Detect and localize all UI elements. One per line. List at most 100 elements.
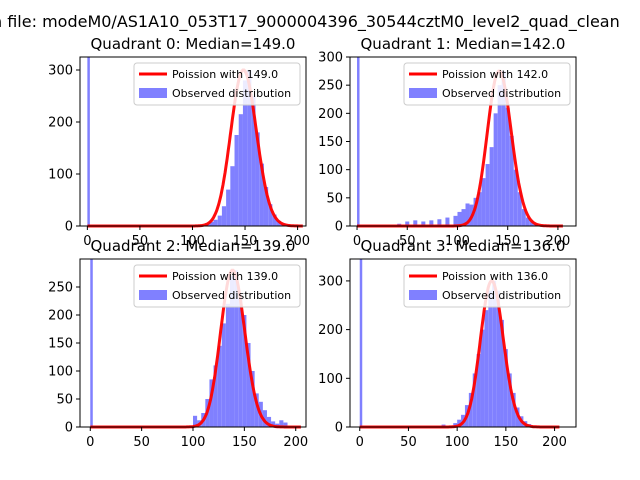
histogram-bar xyxy=(87,57,90,226)
legend-bar-swatch xyxy=(409,290,437,300)
histogram-bar xyxy=(276,220,281,226)
histogram-bar xyxy=(246,343,251,427)
x-tick-label: 50 xyxy=(132,234,149,249)
histogram-bar xyxy=(472,373,477,427)
histogram-bar xyxy=(484,310,489,427)
x-tick-label: 0 xyxy=(83,234,91,249)
x-tick-label: 200 xyxy=(283,435,308,450)
histogram-bar xyxy=(251,96,256,226)
histogram-bar xyxy=(429,220,434,226)
histogram-bar xyxy=(263,187,269,226)
histogram-bar xyxy=(272,214,277,226)
y-tick-label: 100 xyxy=(318,163,343,178)
histogram-bar xyxy=(230,166,235,226)
x-tick-label: 0 xyxy=(356,435,364,450)
histogram-bar xyxy=(445,217,450,226)
histogram-bar xyxy=(226,189,231,226)
legend-box xyxy=(403,62,571,106)
histogram-bar xyxy=(413,220,418,226)
histogram-bar xyxy=(209,379,214,427)
y-tick-label: 300 xyxy=(48,64,73,79)
histogram-bar xyxy=(465,203,470,226)
histogram-bar xyxy=(262,410,267,427)
histogram-bar xyxy=(500,319,504,427)
histogram-bar xyxy=(217,345,222,427)
legend: Poission with 149.0 Observed distribution xyxy=(133,62,301,106)
histogram-bar xyxy=(238,298,243,427)
legend-bar-swatch xyxy=(409,88,437,98)
axes-frame xyxy=(349,258,577,428)
legend-box xyxy=(403,264,571,308)
x-tick-label: 200 xyxy=(542,435,567,450)
histogram-bar xyxy=(525,217,530,226)
x-tick-label: 50 xyxy=(133,435,150,450)
histogram-bar xyxy=(521,209,526,226)
x-tick-label: 100 xyxy=(445,234,470,249)
histogram-bar xyxy=(485,164,490,226)
histogram-bar xyxy=(507,373,512,427)
histogram-bar xyxy=(238,114,243,226)
histogram-bar xyxy=(242,315,247,427)
quadrant-title: Quadrant 1: Median=142.0 xyxy=(361,35,566,53)
histogram-bar xyxy=(247,70,252,226)
x-tick-label: 100 xyxy=(445,435,470,450)
histogram-bar xyxy=(511,392,516,427)
histogram-bar xyxy=(493,113,498,226)
y-tick-label: 300 xyxy=(318,51,343,66)
y-tick-label: 100 xyxy=(48,168,73,183)
histogram-bar xyxy=(468,392,473,427)
quadrant-title: Quadrant 3: Median=136.0 xyxy=(361,237,566,255)
quadrant-2-panel: 0 50 100 150 200 0 50 100 150 200 250 Quadrant 2: M… xyxy=(48,237,308,450)
y-tick-label: 100 xyxy=(318,372,343,387)
y-tick-label: 50 xyxy=(326,191,343,206)
y-tick-label: 200 xyxy=(318,107,343,122)
histogram-bar xyxy=(457,419,462,427)
histogram-bar xyxy=(517,192,522,226)
histogram-bar xyxy=(461,209,466,226)
quadrant-title: Quadrant 2: Median=139.0 xyxy=(91,237,296,255)
histogram-bar xyxy=(359,259,363,427)
y-tick-label: 250 xyxy=(48,281,73,296)
histogram-bar xyxy=(90,259,93,427)
legend-box xyxy=(133,62,301,106)
histogram-bar xyxy=(259,163,264,226)
legend: Poission with 142.0 Observed distribution xyxy=(403,62,571,106)
x-tick-label: 0 xyxy=(86,435,94,450)
histogram-bar xyxy=(497,85,502,227)
y-tick-label: 200 xyxy=(48,116,73,131)
histogram-bar xyxy=(496,290,501,427)
legend-label: Poission with 149.0 xyxy=(172,68,278,81)
histogram-bar xyxy=(221,323,226,427)
x-tick-label: 150 xyxy=(232,435,257,450)
legend-bar-swatch xyxy=(139,290,167,300)
histogram-bar xyxy=(357,57,360,226)
quadrant-title: Quadrant 0: Median=149.0 xyxy=(91,35,296,53)
histogram-bar xyxy=(529,221,534,226)
y-tick-label: 250 xyxy=(318,79,343,94)
histogram-bar xyxy=(268,204,273,226)
histogram-bar xyxy=(266,416,272,427)
y-tick-label: 0 xyxy=(65,421,73,436)
histogram-bar xyxy=(437,219,442,226)
legend-label: Poission with 136.0 xyxy=(442,270,548,283)
histogram-bar xyxy=(453,215,458,226)
x-tick-label: 150 xyxy=(233,234,258,249)
histogram-bar xyxy=(221,206,227,226)
histogram-bar xyxy=(473,197,478,226)
x-tick-label: 150 xyxy=(493,435,518,450)
y-tick-label: 300 xyxy=(318,274,343,289)
legend: Poission with 139.0 Observed distribution xyxy=(133,264,301,308)
histogram-bar xyxy=(234,135,239,226)
histogram-bar xyxy=(513,169,518,226)
quadrant-1-panel: 0 50 100 150 200 0 50 100 150 200 250 300 Quadrant 1… xyxy=(318,35,577,249)
histogram-bar xyxy=(213,365,218,427)
legend-box xyxy=(133,264,301,308)
x-tick-label: 100 xyxy=(181,435,206,450)
y-tick-label: 150 xyxy=(318,135,343,150)
histogram-bar xyxy=(255,132,260,226)
legend-bar-swatch xyxy=(139,88,167,98)
x-tick-label: 200 xyxy=(546,234,571,249)
histogram-bar xyxy=(250,371,255,427)
histogram-bar xyxy=(421,221,426,226)
histogram-bar xyxy=(225,303,230,427)
